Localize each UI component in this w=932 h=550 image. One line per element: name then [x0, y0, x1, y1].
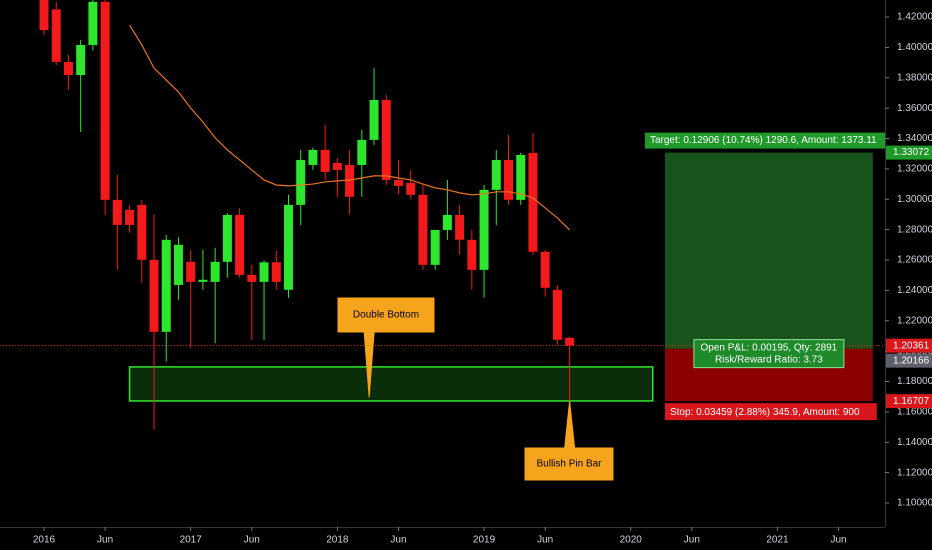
candle-body: [271, 262, 281, 282]
y-tick-label: 1.36000: [897, 103, 932, 114]
candle-body: [149, 259, 159, 332]
candle-body: [63, 61, 73, 76]
y-tick-label: 1.22000: [897, 315, 932, 326]
pnl-label-bg: [693, 339, 845, 369]
y-tick-label: 1.14000: [897, 437, 932, 448]
candle-body: [137, 204, 147, 260]
x-tick-label: Jun: [537, 535, 553, 546]
x-tick-label: 2016: [33, 535, 56, 546]
x-tick-label: 2021: [766, 535, 789, 546]
x-tick-label: Jun: [684, 535, 700, 546]
y-tick-label: 1.42000: [897, 12, 932, 23]
target-area: [664, 152, 873, 349]
support-zone: [128, 366, 654, 402]
candle-body: [504, 159, 514, 200]
y-tick-label: 1.40000: [897, 42, 932, 53]
candle-body: [455, 214, 465, 240]
callout-text: Bullish Pin Bar: [536, 459, 602, 470]
candle-body: [516, 154, 526, 200]
candle-body: [308, 149, 318, 165]
candle-body: [406, 182, 416, 195]
x-tick-label: Jun: [244, 535, 260, 546]
candle-body: [357, 139, 367, 165]
candle-body: [198, 279, 208, 282]
candle-body: [125, 209, 135, 225]
price-marker-label: 1.20166: [893, 355, 930, 366]
candle-body: [296, 159, 306, 205]
stop-label: Stop: 0.03459 (2.88%) 345.9, Amount: 900: [670, 407, 860, 418]
x-tick-label: Jun: [97, 535, 113, 546]
price-marker-bg: [886, 145, 932, 160]
ratio-label: Risk/Reward Ratio: 3.73: [715, 354, 823, 365]
x-tick-label: 2018: [326, 535, 349, 546]
y-tick-label: 1.16000: [897, 407, 932, 418]
candle-body: [88, 1, 98, 45]
callout-box: [337, 297, 435, 398]
stop-label-bg: [664, 403, 877, 421]
y-tick-label: 1.18000: [897, 376, 932, 387]
x-tick-label: 2019: [473, 535, 496, 546]
candle-body: [210, 261, 220, 282]
candle-body: [39, 0, 49, 31]
price-marker-label: 1.33072: [893, 147, 930, 158]
x-tick-label: 2020: [620, 535, 643, 546]
candle-body: [247, 274, 257, 282]
candle-body: [51, 9, 61, 62]
candle-body: [259, 262, 269, 282]
candle-body: [186, 261, 196, 282]
candle-body: [332, 162, 342, 170]
callout-box: [524, 400, 614, 481]
price-marker-bg: [886, 394, 932, 409]
price-marker-label: 1.16707: [893, 396, 930, 407]
candle-body: [565, 337, 575, 346]
y-tick-label: 1.32000: [897, 164, 932, 175]
candle-body: [161, 239, 171, 332]
candle-body: [418, 194, 428, 265]
candle-body: [173, 244, 183, 285]
y-tick-label: 1.28000: [897, 224, 932, 235]
candle-body: [540, 251, 550, 288]
pnl-label: Open P&L: 0.00195, Qty: 2891: [700, 342, 837, 353]
moving-average: [129, 24, 571, 231]
candle-body: [320, 149, 330, 172]
candle-body: [479, 189, 489, 270]
candle-body: [552, 289, 562, 340]
y-tick-label: 1.26000: [897, 255, 932, 266]
candle-body: [76, 44, 86, 76]
y-tick-label: 1.24000: [897, 285, 932, 296]
price-marker-bg: [886, 338, 932, 353]
x-tick-label: Jun: [830, 535, 846, 546]
candle-body: [442, 214, 452, 230]
y-tick-label: 1.10000: [897, 498, 932, 509]
candle-body: [491, 159, 501, 190]
x-tick-label: Jun: [390, 535, 406, 546]
candle-body: [467, 239, 477, 270]
candle-body: [430, 229, 440, 265]
candle-body: [369, 99, 379, 140]
target-label: Target: 0.12906 (10.74%) 1290.6, Amount:…: [650, 135, 877, 146]
candle-body: [345, 164, 355, 197]
callout-text: Double Bottom: [353, 310, 419, 321]
candle-body: [381, 99, 391, 180]
candle-body: [222, 214, 232, 262]
x-tick-label: 2017: [180, 535, 203, 546]
candle-body: [528, 152, 538, 252]
price-marker-label: 1.20361: [893, 340, 930, 351]
price-marker-bg: [886, 353, 932, 368]
candle-body: [100, 1, 110, 200]
y-tick-label: 1.38000: [897, 72, 932, 83]
candle-body: [393, 179, 403, 186]
y-tick-label: 1.34000: [897, 133, 932, 144]
y-tick-label: 1.12000: [897, 467, 932, 478]
target-label-bg: [644, 132, 885, 149]
candle-body: [235, 214, 245, 275]
candle-body: [283, 204, 293, 290]
y-tick-label: 1.30000: [897, 194, 932, 205]
candle-body: [112, 199, 122, 225]
